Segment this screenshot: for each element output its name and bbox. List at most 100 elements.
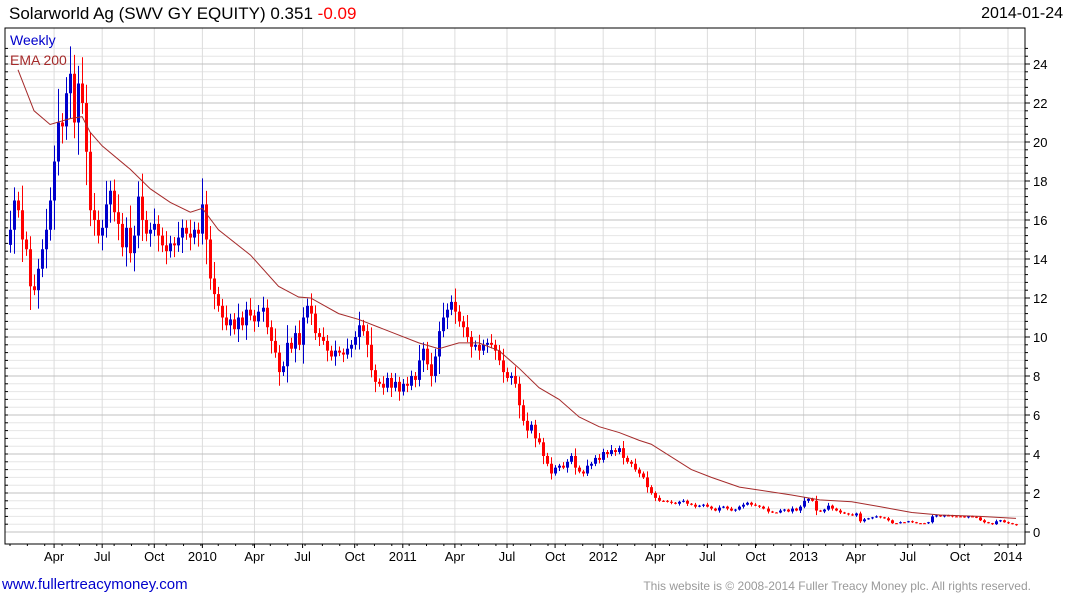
candle-body [77, 83, 80, 123]
candle-body [686, 500, 689, 504]
candle-body [233, 319, 236, 330]
candle-body [446, 309, 449, 318]
candle [1003, 519, 1006, 523]
candle [61, 113, 64, 144]
candle-body [81, 83, 84, 103]
candle-body [722, 506, 725, 508]
candle [125, 217, 128, 267]
candle [474, 340, 477, 351]
candle [819, 509, 822, 513]
candle-body [294, 333, 297, 349]
candle-body [37, 268, 40, 291]
candle [594, 455, 597, 467]
candle [538, 432, 541, 445]
candle [666, 499, 669, 503]
candle-body [602, 452, 605, 460]
candle [406, 376, 409, 393]
candle [149, 222, 152, 247]
candle [726, 505, 729, 511]
candle-body [430, 364, 433, 376]
x-tick-label: 2013 [789, 549, 818, 564]
candle [241, 311, 244, 331]
candle-body [983, 520, 986, 523]
candle [767, 506, 770, 514]
candle [698, 504, 701, 508]
candle-body [943, 515, 946, 517]
candle [779, 508, 782, 514]
candle [9, 210, 12, 253]
candle-body [434, 356, 437, 376]
candle [137, 181, 140, 249]
candle-body [530, 424, 533, 431]
candle [470, 331, 473, 358]
candle [863, 517, 866, 523]
candle-body [378, 381, 381, 384]
candle-body [995, 521, 998, 525]
candle-body [863, 519, 866, 522]
candle [690, 502, 693, 506]
candle [181, 219, 184, 254]
candle-body [526, 420, 529, 431]
candle-body [286, 342, 289, 367]
candle [686, 499, 689, 506]
candle-body [534, 424, 537, 439]
candle-body [718, 507, 721, 511]
x-tick-label: Apr [445, 549, 466, 564]
website-link[interactable]: www.fullertreacymoney.com [2, 576, 188, 593]
candle-body [85, 103, 88, 152]
candle-body [354, 337, 357, 345]
candle-body [787, 509, 790, 512]
candle-body [839, 510, 842, 513]
candle-body [915, 522, 918, 524]
candle [827, 502, 830, 511]
candle [758, 504, 761, 509]
candle-body [518, 383, 521, 406]
candle [161, 227, 164, 253]
candle [742, 502, 745, 509]
candle [570, 453, 573, 465]
candle [33, 274, 36, 296]
candle [225, 305, 228, 331]
candle [618, 445, 621, 455]
candle [266, 299, 269, 335]
candle-body [482, 344, 485, 351]
candle-body [145, 220, 148, 234]
candle [562, 462, 565, 470]
candle-body [626, 457, 629, 462]
candle [887, 517, 890, 522]
candle [658, 495, 661, 502]
candle [189, 219, 192, 251]
candle-body [49, 200, 52, 230]
candle-body [350, 344, 353, 349]
candle [358, 311, 361, 350]
candle [750, 501, 753, 507]
candle-body [967, 516, 970, 518]
candle-body [69, 73, 72, 94]
candle-body [125, 227, 128, 248]
candle-body [93, 210, 96, 220]
candle-body [758, 505, 761, 507]
candle [762, 505, 765, 510]
candle [294, 325, 297, 363]
candle-body [642, 473, 645, 478]
candle [374, 364, 377, 393]
candle [169, 235, 172, 258]
candle-body [25, 239, 28, 250]
candle [49, 187, 52, 241]
candle-body [169, 243, 172, 252]
candle [398, 376, 401, 401]
candle [995, 519, 998, 525]
candle [646, 471, 649, 493]
candle-body [45, 229, 48, 250]
candle [418, 345, 421, 387]
candle [506, 367, 509, 382]
candle [278, 345, 281, 386]
candle [738, 505, 741, 511]
candle [923, 522, 926, 525]
candle [249, 298, 252, 321]
candle [17, 191, 20, 218]
candle-body [738, 506, 741, 510]
candle-body [29, 249, 32, 287]
candle [554, 465, 557, 476]
candle [290, 337, 293, 353]
